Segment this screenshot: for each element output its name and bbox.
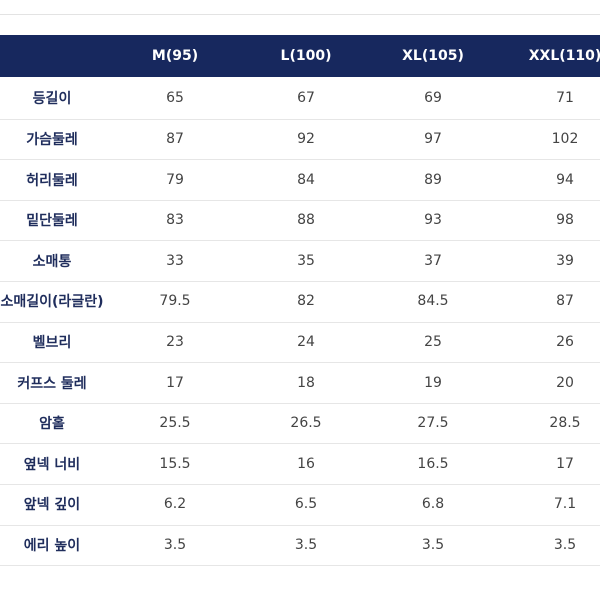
- cell-value: 35: [297, 252, 315, 269]
- cell-value: 3.5: [294, 536, 318, 553]
- cell-value: 82: [297, 293, 315, 310]
- cell-value: 94: [556, 171, 574, 188]
- cell-value: 102: [551, 130, 579, 147]
- cell-value: 28.5: [549, 415, 581, 432]
- cell-value: 98: [556, 212, 574, 229]
- row-divider: [0, 119, 600, 120]
- row-divider: [0, 281, 600, 282]
- cell-value: 93: [424, 212, 442, 229]
- cell-value: 3.5: [421, 536, 445, 553]
- column-header: XXL(110): [528, 48, 600, 64]
- cell-value: 18: [297, 374, 315, 391]
- cell-value: 6.5: [294, 496, 318, 513]
- cell-value: 25.5: [159, 415, 191, 432]
- cell-value: 87: [556, 293, 574, 310]
- cell-value: 89: [424, 171, 442, 188]
- column-header: L(100): [280, 48, 332, 64]
- cell-value: 87: [166, 130, 184, 147]
- cell-value: 23: [166, 333, 184, 350]
- cell-value: 33: [166, 252, 184, 269]
- column-header: XL(105): [402, 48, 464, 64]
- cell-value: 27.5: [417, 415, 449, 432]
- cell-value: 84.5: [417, 293, 449, 310]
- row-label: 암홀: [39, 416, 65, 433]
- cell-value: 15.5: [159, 455, 191, 472]
- row-divider: [0, 159, 600, 160]
- cell-value: 71: [556, 90, 574, 107]
- cell-value: 16: [297, 455, 315, 472]
- row-label: 허리둘레: [26, 172, 78, 189]
- row-divider: [0, 240, 600, 241]
- cell-value: 3.5: [553, 536, 577, 553]
- cell-value: 24: [297, 333, 315, 350]
- cell-value: 79.5: [159, 293, 191, 310]
- row-label: 앞넥 깊이: [23, 497, 81, 514]
- table-header: [0, 35, 600, 77]
- cell-value: 16.5: [417, 455, 449, 472]
- row-label: 소매통: [32, 253, 72, 270]
- row-label: 벨브리: [32, 334, 72, 351]
- row-divider: [0, 322, 600, 323]
- row-divider: [0, 403, 600, 404]
- cell-value: 20: [556, 374, 574, 391]
- row-divider: [0, 565, 600, 566]
- row-divider: [0, 484, 600, 485]
- cell-value: 97: [424, 130, 442, 147]
- cell-value: 25: [424, 333, 442, 350]
- cell-value: 7.1: [553, 496, 577, 513]
- cell-value: 39: [556, 252, 574, 269]
- cell-value: 79: [166, 171, 184, 188]
- cell-value: 88: [297, 212, 315, 229]
- cell-value: 69: [424, 90, 442, 107]
- row-label: 가슴둘레: [26, 131, 78, 148]
- cell-value: 92: [297, 130, 315, 147]
- cell-value: 67: [297, 90, 315, 107]
- cell-value: 19: [424, 374, 442, 391]
- divider: [0, 14, 600, 15]
- cell-value: 6.2: [163, 496, 187, 513]
- cell-value: 26.5: [290, 415, 322, 432]
- row-label: 등길이: [32, 91, 72, 108]
- row-divider: [0, 362, 600, 363]
- cell-value: 26: [556, 333, 574, 350]
- cell-value: 83: [166, 212, 184, 229]
- row-label: 옆넥 너비: [23, 456, 81, 473]
- cell-value: 6.8: [421, 496, 445, 513]
- cell-value: 17: [166, 374, 184, 391]
- row-label: 밑단둘레: [26, 213, 78, 230]
- cell-value: 84: [297, 171, 315, 188]
- cell-value: 65: [166, 90, 184, 107]
- row-label: 소매길이(라글란): [0, 294, 104, 311]
- row-label: 커프스 둘레: [17, 375, 87, 392]
- cell-value: 37: [424, 252, 442, 269]
- row-label: 에리 높이: [23, 537, 81, 554]
- cell-value: 3.5: [163, 536, 187, 553]
- row-divider: [0, 200, 600, 201]
- cell-value: 17: [556, 455, 574, 472]
- row-divider: [0, 525, 600, 526]
- column-header: M(95): [151, 48, 199, 64]
- row-divider: [0, 443, 600, 444]
